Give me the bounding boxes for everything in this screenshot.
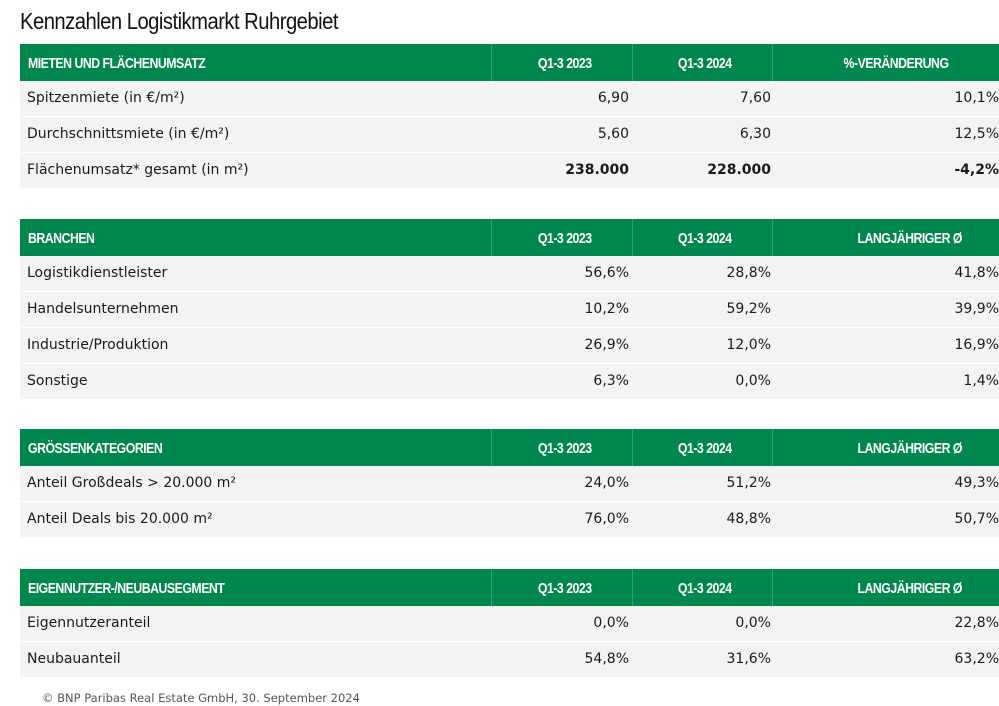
header-col-2023: Q1-3 2023 — [537, 580, 592, 597]
value-2024: 228.000 — [707, 162, 771, 178]
row-label: Industrie/Produktion — [27, 337, 169, 353]
header-divider — [772, 569, 773, 606]
header-divider — [632, 219, 633, 256]
header-divider — [491, 569, 492, 606]
row-label: Neubauanteil — [27, 651, 121, 667]
row-label: Handelsunternehmen — [27, 301, 179, 317]
header-divider — [632, 429, 633, 466]
value-2023: 10,2% — [584, 301, 629, 317]
table-row: Neubauanteil 54,8% 31,6% 63,2% — [20, 642, 999, 678]
value-2023: 5,60 — [597, 126, 629, 142]
table-row: Logistikdienstleister 56,6% 28,8% 41,8% — [20, 256, 999, 292]
header-col-2023: Q1-3 2023 — [537, 440, 592, 457]
value-longterm: 41,8% — [954, 265, 999, 281]
row-label: Logistikdienstleister — [27, 265, 168, 281]
value-longterm: 1,4% — [963, 373, 999, 389]
row-label: Anteil Deals bis 20.000 m² — [27, 511, 213, 527]
table-row: Durchschnittsmiete (in €/m²) 5,60 6,30 1… — [20, 117, 999, 153]
header-divider — [491, 219, 492, 256]
value-2023: 54,8% — [584, 651, 629, 667]
value-2024: 31,6% — [726, 651, 771, 667]
value-2023: 6,90 — [597, 90, 629, 106]
value-longterm: 63,2% — [954, 651, 999, 667]
header-divider — [491, 429, 492, 466]
header-category: MIETEN UND FLÄCHENUMSATZ — [28, 55, 206, 72]
table-header: GRÖSSENKATEGORIEN Q1-3 2023 Q1-3 2024 LA… — [20, 429, 999, 466]
table-row: Spitzenmiete (in €/m²) 6,90 7,60 10,1% — [20, 81, 999, 117]
value-2024: 0,0% — [735, 615, 771, 631]
table-groessenkategorien: GRÖSSENKATEGORIEN Q1-3 2023 Q1-3 2024 LA… — [20, 429, 999, 538]
value-2024: 12,0% — [726, 337, 771, 353]
header-col-longterm: LANGJÄHRIGER Ø — [857, 230, 962, 247]
table-header: BRANCHEN Q1-3 2023 Q1-3 2024 LANGJÄHRIGE… — [20, 219, 999, 256]
value-change: 10,1% — [954, 90, 999, 106]
table-mieten-flaechenumsatz: MIETEN UND FLÄCHENUMSATZ Q1-3 2023 Q1-3 … — [20, 44, 999, 189]
value-2023: 0,0% — [593, 615, 629, 631]
table-row: Anteil Großdeals > 20.000 m² 24,0% 51,2%… — [20, 466, 999, 502]
table-row: Anteil Deals bis 20.000 m² 76,0% 48,8% 5… — [20, 502, 999, 538]
header-divider — [772, 44, 773, 81]
header-divider — [632, 569, 633, 606]
value-2023: 76,0% — [584, 511, 629, 527]
copyright-footer: © BNP Paribas Real Estate GmbH, 30. Sept… — [42, 691, 360, 705]
table-branchen: BRANCHEN Q1-3 2023 Q1-3 2024 LANGJÄHRIGE… — [20, 219, 999, 400]
header-category: BRANCHEN — [28, 230, 95, 247]
value-2024: 51,2% — [726, 475, 771, 491]
value-longterm: 50,7% — [954, 511, 999, 527]
page-title: Kennzahlen Logistikmarkt Ruhrgebiet — [20, 8, 338, 34]
header-col-2024: Q1-3 2024 — [677, 440, 732, 457]
table-row: Eigennutzeranteil 0,0% 0,0% 22,8% — [20, 606, 999, 642]
row-label: Flächenumsatz* gesamt (in m²) — [27, 162, 249, 178]
header-col-2024: Q1-3 2024 — [677, 55, 732, 72]
row-label: Anteil Großdeals > 20.000 m² — [27, 475, 237, 491]
header-category: GRÖSSENKATEGORIEN — [28, 440, 163, 457]
value-2024: 6,30 — [739, 126, 771, 142]
table-eigennutzer-neubau: EIGENNUTZER-/NEUBAUSEGMENT Q1-3 2023 Q1-… — [20, 569, 999, 678]
value-2023: 24,0% — [584, 475, 629, 491]
value-2024: 28,8% — [726, 265, 771, 281]
value-2023: 6,3% — [593, 373, 629, 389]
header-col-longterm: LANGJÄHRIGER Ø — [857, 440, 962, 457]
value-2023: 56,6% — [584, 265, 629, 281]
table-row: Industrie/Produktion 26,9% 12,0% 16,9% — [20, 328, 999, 364]
table-row: Flächenumsatz* gesamt (in m²) 238.000 22… — [20, 153, 999, 189]
value-longterm: 16,9% — [954, 337, 999, 353]
header-divider — [632, 44, 633, 81]
value-longterm: 49,3% — [954, 475, 999, 491]
header-col-change: %-VERÄNDERUNG — [843, 55, 949, 72]
value-2023: 26,9% — [584, 337, 629, 353]
table-header: EIGENNUTZER-/NEUBAUSEGMENT Q1-3 2023 Q1-… — [20, 569, 999, 606]
table-row: Sonstige 6,3% 0,0% 1,4% — [20, 364, 999, 400]
table-header: MIETEN UND FLÄCHENUMSATZ Q1-3 2023 Q1-3 … — [20, 44, 999, 81]
header-col-2024: Q1-3 2024 — [677, 230, 732, 247]
value-2024: 48,8% — [726, 511, 771, 527]
value-2023: 238.000 — [565, 162, 629, 178]
value-longterm: 39,9% — [954, 301, 999, 317]
value-2024: 7,60 — [739, 90, 771, 106]
value-change: 12,5% — [954, 126, 999, 142]
table-row: Handelsunternehmen 10,2% 59,2% 39,9% — [20, 292, 999, 328]
header-divider — [772, 219, 773, 256]
value-longterm: 22,8% — [954, 615, 999, 631]
row-label: Spitzenmiete (in €/m²) — [27, 90, 185, 106]
header-divider — [772, 429, 773, 466]
header-col-2024: Q1-3 2024 — [677, 580, 732, 597]
row-label: Sonstige — [27, 373, 88, 389]
value-2024: 59,2% — [726, 301, 771, 317]
header-col-2023: Q1-3 2023 — [537, 55, 592, 72]
value-change: -4,2% — [954, 162, 999, 178]
row-label: Durchschnittsmiete (in €/m²) — [27, 126, 230, 142]
header-divider — [491, 44, 492, 81]
value-2024: 0,0% — [735, 373, 771, 389]
row-label: Eigennutzeranteil — [27, 615, 151, 631]
header-col-2023: Q1-3 2023 — [537, 230, 592, 247]
header-category: EIGENNUTZER-/NEUBAUSEGMENT — [28, 580, 225, 597]
header-col-longterm: LANGJÄHRIGER Ø — [857, 580, 962, 597]
